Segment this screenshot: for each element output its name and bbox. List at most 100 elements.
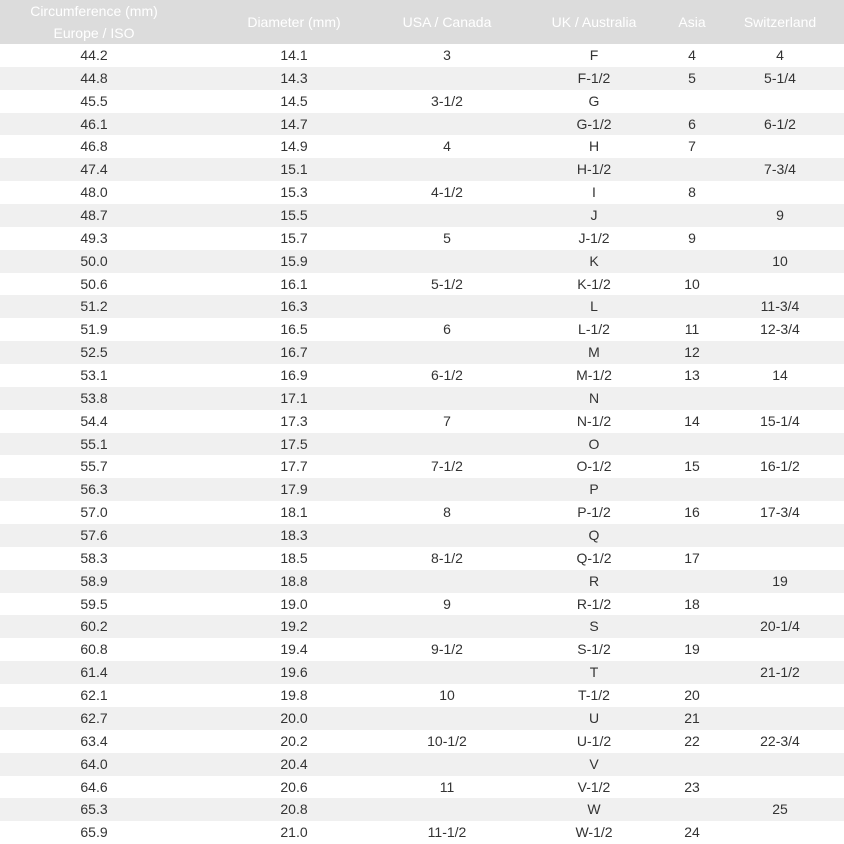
cell-circumference: 60.2: [80, 618, 108, 635]
table-row: 58.9 18.8 R 19: [0, 569, 844, 593]
cell-diameter: 21.0: [280, 824, 308, 841]
table-row: 65.9 21.0 11-1/2 W-1/2 24: [0, 821, 844, 844]
cell-circumference: 64.0: [80, 755, 108, 772]
cell-circumference: 44.2: [80, 47, 108, 63]
cell-usa-canada: 5-1/2: [431, 275, 463, 292]
table-row: 58.3 18.5 8-1/2 Q-1/2 17: [0, 546, 844, 570]
table-row: 48.7 15.5 J 9: [0, 204, 844, 227]
cell-uk-australia: W-1/2: [575, 824, 613, 841]
cell-uk-australia: W: [587, 801, 601, 818]
cell-diameter: 20.6: [280, 778, 308, 795]
cell-uk-australia: S: [589, 618, 599, 635]
table-body: 44.2 14.1 3 F 4 4 44.8 14.3 F-1/2 5 5-1/4 45.5 14.5 3…: [0, 44, 844, 844]
cell-circumference: 48.0: [80, 184, 108, 201]
cell-switzerland: 15-1/4: [760, 412, 800, 429]
table-row: 51.2 16.3 L 11-3/4: [0, 295, 844, 319]
cell-asia: 10: [684, 275, 700, 292]
cell-diameter: 20.2: [280, 732, 308, 749]
table-row: 44.8 14.3 F-1/2 5 5-1/4: [0, 66, 844, 90]
cell-uk-australia: N-1/2: [576, 412, 612, 429]
table-row: 44.2 14.1 3 F 4 4: [0, 44, 844, 67]
cell-uk-australia: K: [589, 252, 599, 269]
cell-circumference: 58.9: [80, 572, 108, 589]
cell-switzerland: 5-1/4: [764, 69, 796, 86]
cell-switzerland: 21-1/2: [760, 664, 800, 681]
cell-circumference: 64.6: [80, 778, 108, 795]
cell-asia: 23: [684, 778, 700, 795]
cell-usa-canada: 9-1/2: [431, 641, 463, 658]
cell-circumference: 48.7: [80, 207, 108, 224]
cell-usa-canada: 11-1/2: [427, 824, 467, 841]
cell-switzerland: 10: [772, 252, 788, 269]
cell-switzerland: 6-1/2: [764, 115, 796, 132]
cell-diameter: 16.3: [280, 298, 308, 315]
cell-diameter: 19.6: [280, 664, 308, 681]
cell-uk-australia: Q: [588, 527, 600, 544]
cell-asia: 4: [688, 47, 696, 63]
cell-uk-australia: F: [589, 47, 599, 63]
cell-circumference: 55.1: [80, 435, 108, 452]
cell-uk-australia: H-1/2: [576, 161, 612, 178]
cell-diameter: 19.2: [280, 618, 308, 635]
table-row: 55.7 17.7 7-1/2 O-1/2 15 16-1/2: [0, 455, 844, 479]
cell-switzerland: 11-3/4: [760, 298, 800, 315]
cell-circumference: 52.5: [80, 344, 108, 361]
cell-circumference: 54.4: [80, 412, 108, 429]
cell-uk-australia: F-1/2: [577, 69, 611, 86]
table-row: 60.8 19.4 9-1/2 S-1/2 19: [0, 638, 844, 662]
cell-diameter: 17.1: [280, 389, 308, 406]
cell-asia: 5: [688, 69, 696, 86]
table-row: 59.5 19.0 9 R-1/2 18: [0, 592, 844, 616]
header-uk-australia: UK / Australia: [551, 14, 637, 30]
cell-diameter: 15.1: [280, 161, 308, 178]
table-row: 64.0 20.4 V: [0, 752, 844, 776]
cell-uk-australia: U: [588, 709, 600, 726]
cell-diameter: 14.9: [280, 138, 308, 155]
cell-circumference: 62.1: [80, 687, 108, 704]
cell-uk-australia: S-1/2: [577, 641, 611, 658]
cell-uk-australia: P-1/2: [577, 504, 611, 521]
cell-circumference: 45.5: [80, 92, 108, 109]
cell-usa-canada: 8-1/2: [431, 549, 463, 566]
table-row: 51.9 16.5 6 L-1/2 11 12-3/4: [0, 318, 844, 342]
cell-circumference: 46.1: [80, 115, 108, 132]
cell-asia: 7: [688, 138, 696, 155]
cell-circumference: 55.7: [80, 458, 108, 475]
cell-uk-australia: O: [588, 435, 600, 452]
header-asia: Asia: [678, 14, 706, 30]
cell-circumference: 62.7: [80, 709, 108, 726]
table-row: 50.0 15.9 K 10: [0, 249, 844, 273]
cell-asia: 22: [684, 732, 700, 749]
cell-circumference: 56.3: [80, 481, 108, 498]
cell-diameter: 16.5: [280, 321, 308, 338]
cell-usa-canada: 9: [443, 595, 451, 612]
table-row: 54.4 17.3 7 N-1/2 14 15-1/4: [0, 409, 844, 433]
cell-circumference: 53.1: [80, 367, 108, 384]
header-circumference-line2: Europe / ISO: [53, 25, 135, 41]
cell-uk-australia: J-1/2: [578, 229, 610, 246]
cell-circumference: 57.0: [80, 504, 108, 521]
cell-usa-canada: 11: [439, 778, 455, 795]
table-row: 57.0 18.1 8 P-1/2 16 17-3/4: [0, 501, 844, 525]
cell-usa-canada: 8: [443, 504, 451, 521]
cell-circumference: 51.2: [80, 298, 108, 315]
cell-usa-canada: 7-1/2: [431, 458, 463, 475]
cell-circumference: 50.0: [80, 252, 108, 269]
table-row: 53.1 16.9 6-1/2 M-1/2 13 14: [0, 364, 844, 387]
cell-circumference: 63.4: [80, 732, 108, 749]
cell-diameter: 18.3: [280, 527, 308, 544]
header-circumference-line1: Circumference (mm): [30, 3, 158, 19]
cell-diameter: 19.0: [280, 595, 308, 612]
cell-uk-australia: I: [592, 184, 596, 201]
cell-circumference: 53.8: [80, 389, 108, 406]
cell-diameter: 15.7: [280, 229, 308, 246]
cell-diameter: 18.5: [280, 549, 308, 566]
cell-asia: 13: [684, 367, 700, 384]
cell-circumference: 65.9: [80, 824, 108, 841]
table-row: 52.5 16.7 M 12: [0, 341, 844, 365]
table-row: 46.8 14.9 4 H 7: [0, 135, 844, 159]
cell-circumference: 59.5: [80, 595, 108, 612]
cell-switzerland: 25: [772, 801, 788, 818]
cell-circumference: 49.3: [80, 229, 108, 246]
cell-usa-canada: 3-1/2: [431, 92, 463, 109]
